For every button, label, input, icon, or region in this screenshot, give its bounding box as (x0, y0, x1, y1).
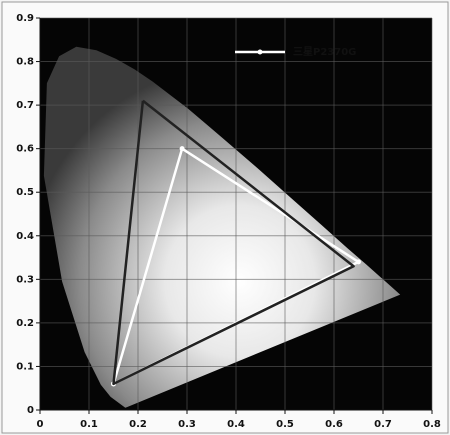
y-tick-label: 0.2 (16, 318, 34, 329)
y-tick-label: 0.5 (16, 187, 34, 198)
y-tick-label: 0.3 (16, 274, 34, 285)
y-tick-label: 0.9 (16, 13, 34, 24)
point (356, 259, 361, 265)
x-tick-label: 0.4 (227, 419, 245, 430)
x-tick-label: 0.7 (374, 419, 392, 430)
legend-label: 三星P2370G (293, 46, 356, 58)
y-tick-label: 0 (27, 405, 34, 416)
y-tick-label: 0.4 (16, 231, 34, 242)
x-tick-label: 0.5 (276, 419, 294, 430)
legend: 三星P2370G (235, 46, 356, 58)
y-tick-label: 0.1 (16, 361, 34, 372)
y-tick-label: 0.7 (16, 100, 34, 111)
x-tick-label: 0.6 (325, 419, 343, 430)
x-tick-label: 0.2 (129, 419, 147, 430)
y-tick-label: 0.6 (16, 144, 34, 155)
legend-marker (257, 49, 263, 55)
x-tick-label: 0.8 (423, 419, 441, 430)
point (179, 146, 185, 152)
series-line (112, 99, 355, 386)
series (111, 99, 361, 387)
x-tick-label: 0.1 (80, 419, 98, 430)
y-tick-label: 0.8 (16, 57, 34, 68)
x-tick-label: 0.3 (178, 419, 196, 430)
grid (39, 17, 433, 411)
x-tick-label: 0 (37, 419, 44, 430)
